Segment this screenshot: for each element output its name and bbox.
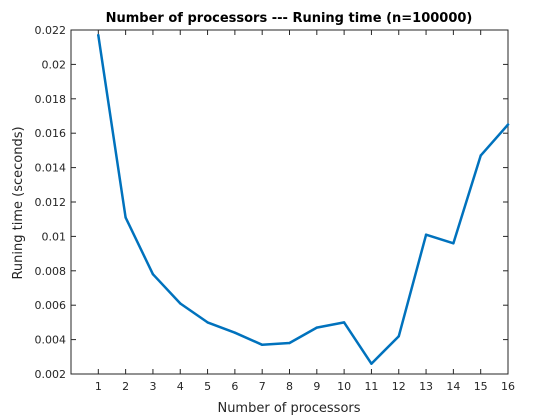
chart-title: Number of processors --- Runing time (n=… xyxy=(106,11,473,26)
y-tick-label: 0.004 xyxy=(35,334,67,347)
y-tick-label: 0.018 xyxy=(35,93,67,106)
y-tick-label: 0.02 xyxy=(42,58,67,71)
y-tick-label: 0.014 xyxy=(35,162,67,175)
x-axis-label: Number of processors xyxy=(217,401,360,416)
data-point xyxy=(288,341,291,345)
series-line xyxy=(97,33,510,365)
data-point xyxy=(506,123,510,126)
y-tick-label: 0.022 xyxy=(35,24,67,37)
y-tick-label: 0.008 xyxy=(35,265,67,278)
x-tick-label: 9 xyxy=(313,380,320,393)
data-point xyxy=(124,216,127,219)
x-tick-label: 11 xyxy=(364,380,378,393)
data-point xyxy=(260,343,264,346)
data-point xyxy=(424,233,428,236)
y-tick-label: 0.006 xyxy=(35,299,67,312)
y-tick-label: 0.002 xyxy=(35,368,67,381)
plot-frame xyxy=(70,29,509,375)
y-tick-label: 0.016 xyxy=(35,127,67,140)
data-point xyxy=(370,362,373,365)
x-tick-label: 3 xyxy=(149,380,156,393)
x-tick-label: 1 xyxy=(95,380,102,393)
data-point xyxy=(397,334,400,338)
data-point xyxy=(233,331,237,334)
x-tick-label: 6 xyxy=(231,380,238,393)
data-point xyxy=(315,326,319,329)
x-axis: 1 2 3 4 5 6 7 8 9 10 11 12 13 14 15 16 xyxy=(95,30,515,393)
x-tick-label: 5 xyxy=(204,380,211,393)
data-point xyxy=(206,321,209,324)
y-tick-label: 0.012 xyxy=(35,196,67,209)
y-axis-label: Runing time (sceconds) xyxy=(11,126,26,279)
plot-area xyxy=(70,29,509,375)
x-tick-label: 16 xyxy=(501,380,515,393)
x-tick-label: 10 xyxy=(337,380,351,393)
x-tick-label: 8 xyxy=(286,380,293,393)
data-point xyxy=(97,33,100,37)
x-tick-label: 2 xyxy=(122,380,129,393)
data-point xyxy=(151,273,155,276)
x-tick-label: 14 xyxy=(446,380,460,393)
y-tick-label: 0.01 xyxy=(42,230,67,243)
x-tick-label: 4 xyxy=(177,380,184,393)
x-tick-label: 7 xyxy=(259,380,266,393)
data-point xyxy=(179,302,182,305)
data-point xyxy=(452,242,455,245)
data-point xyxy=(479,154,482,157)
x-tick-label: 13 xyxy=(419,380,433,393)
y-axis: 0.002 0.004 0.006 0.008 0.01 0.012 0.014 0.016 0… xyxy=(35,24,508,381)
data-point xyxy=(342,321,346,324)
series-layer xyxy=(97,33,510,365)
x-tick-label: 15 xyxy=(474,380,488,393)
x-tick-label: 12 xyxy=(392,380,406,393)
